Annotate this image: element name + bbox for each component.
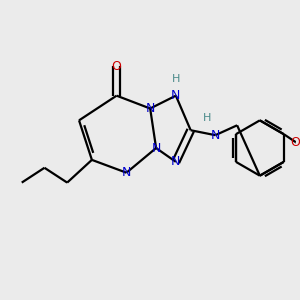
Text: O: O: [112, 59, 122, 73]
Text: N: N: [171, 155, 181, 168]
Text: N: N: [211, 129, 220, 142]
Text: N: N: [146, 102, 155, 115]
Text: H: H: [203, 113, 212, 123]
Text: H: H: [172, 74, 180, 84]
Text: N: N: [171, 89, 181, 102]
Text: N: N: [152, 142, 161, 154]
Text: N: N: [122, 166, 131, 179]
Text: O: O: [291, 136, 300, 148]
